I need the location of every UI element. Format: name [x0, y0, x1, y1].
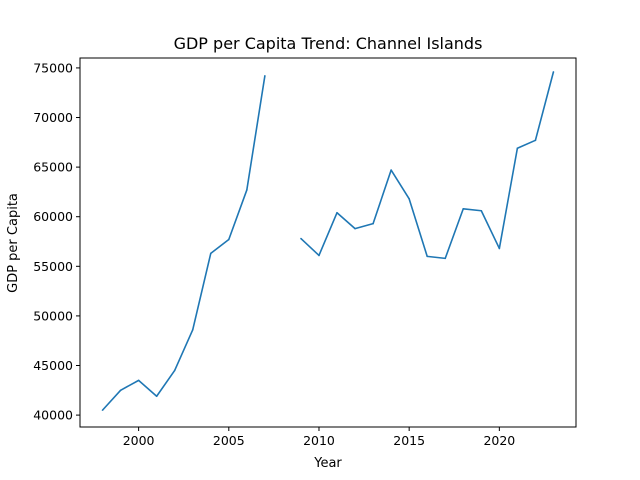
series-line-segment — [101, 75, 266, 411]
data-point — [372, 222, 374, 225]
x-tick-label: 2000 — [123, 433, 155, 448]
data-point — [498, 247, 501, 250]
data-point — [390, 169, 392, 171]
data-point — [444, 257, 447, 260]
data-point — [336, 211, 338, 214]
data-point — [318, 254, 320, 257]
y-tick-label: 45000 — [33, 358, 73, 373]
data-point — [408, 198, 410, 200]
y-axis-label: GDP per Capita — [6, 193, 21, 293]
data-point — [119, 389, 122, 392]
x-tick-label: 2020 — [483, 433, 515, 448]
data-point — [137, 379, 140, 382]
data-point — [228, 238, 230, 241]
data-point — [552, 71, 555, 73]
data-point — [534, 139, 537, 142]
data-point — [516, 147, 519, 150]
y-axis-ticks: 40000 45000 50000 55000 60000 65000 70000 75000 — [33, 60, 80, 423]
x-tick-label: 2010 — [303, 433, 335, 448]
data-point — [173, 369, 176, 372]
data-point — [462, 207, 465, 210]
y-tick-label: 70000 — [33, 110, 73, 125]
plot-frame — [79, 57, 577, 428]
plot-area — [101, 71, 555, 411]
data-point — [300, 237, 302, 240]
y-tick-label: 55000 — [33, 259, 73, 274]
data-point — [191, 328, 194, 331]
data-point — [480, 209, 483, 212]
y-tick-label: 40000 — [33, 408, 73, 423]
y-tick-label: 50000 — [33, 308, 73, 323]
x-axis-ticks: 2000 2005 2010 2015 2020 — [123, 427, 515, 448]
data-point — [264, 75, 266, 77]
y-tick-label: 65000 — [33, 160, 73, 175]
data-point — [101, 409, 104, 411]
data-point — [209, 252, 212, 255]
x-tick-label: 2015 — [393, 433, 425, 448]
x-tick-label: 2005 — [213, 433, 245, 448]
data-point — [354, 227, 356, 230]
data-point — [426, 255, 429, 258]
series-line-segment — [300, 71, 555, 260]
y-tick-label: 60000 — [33, 209, 73, 224]
data-point — [155, 395, 158, 398]
data-point — [246, 189, 248, 191]
chart-title: GDP per Capita Trend: Channel Islands — [174, 34, 483, 53]
y-tick-label: 75000 — [33, 60, 73, 75]
x-axis-label: Year — [313, 456, 342, 471]
